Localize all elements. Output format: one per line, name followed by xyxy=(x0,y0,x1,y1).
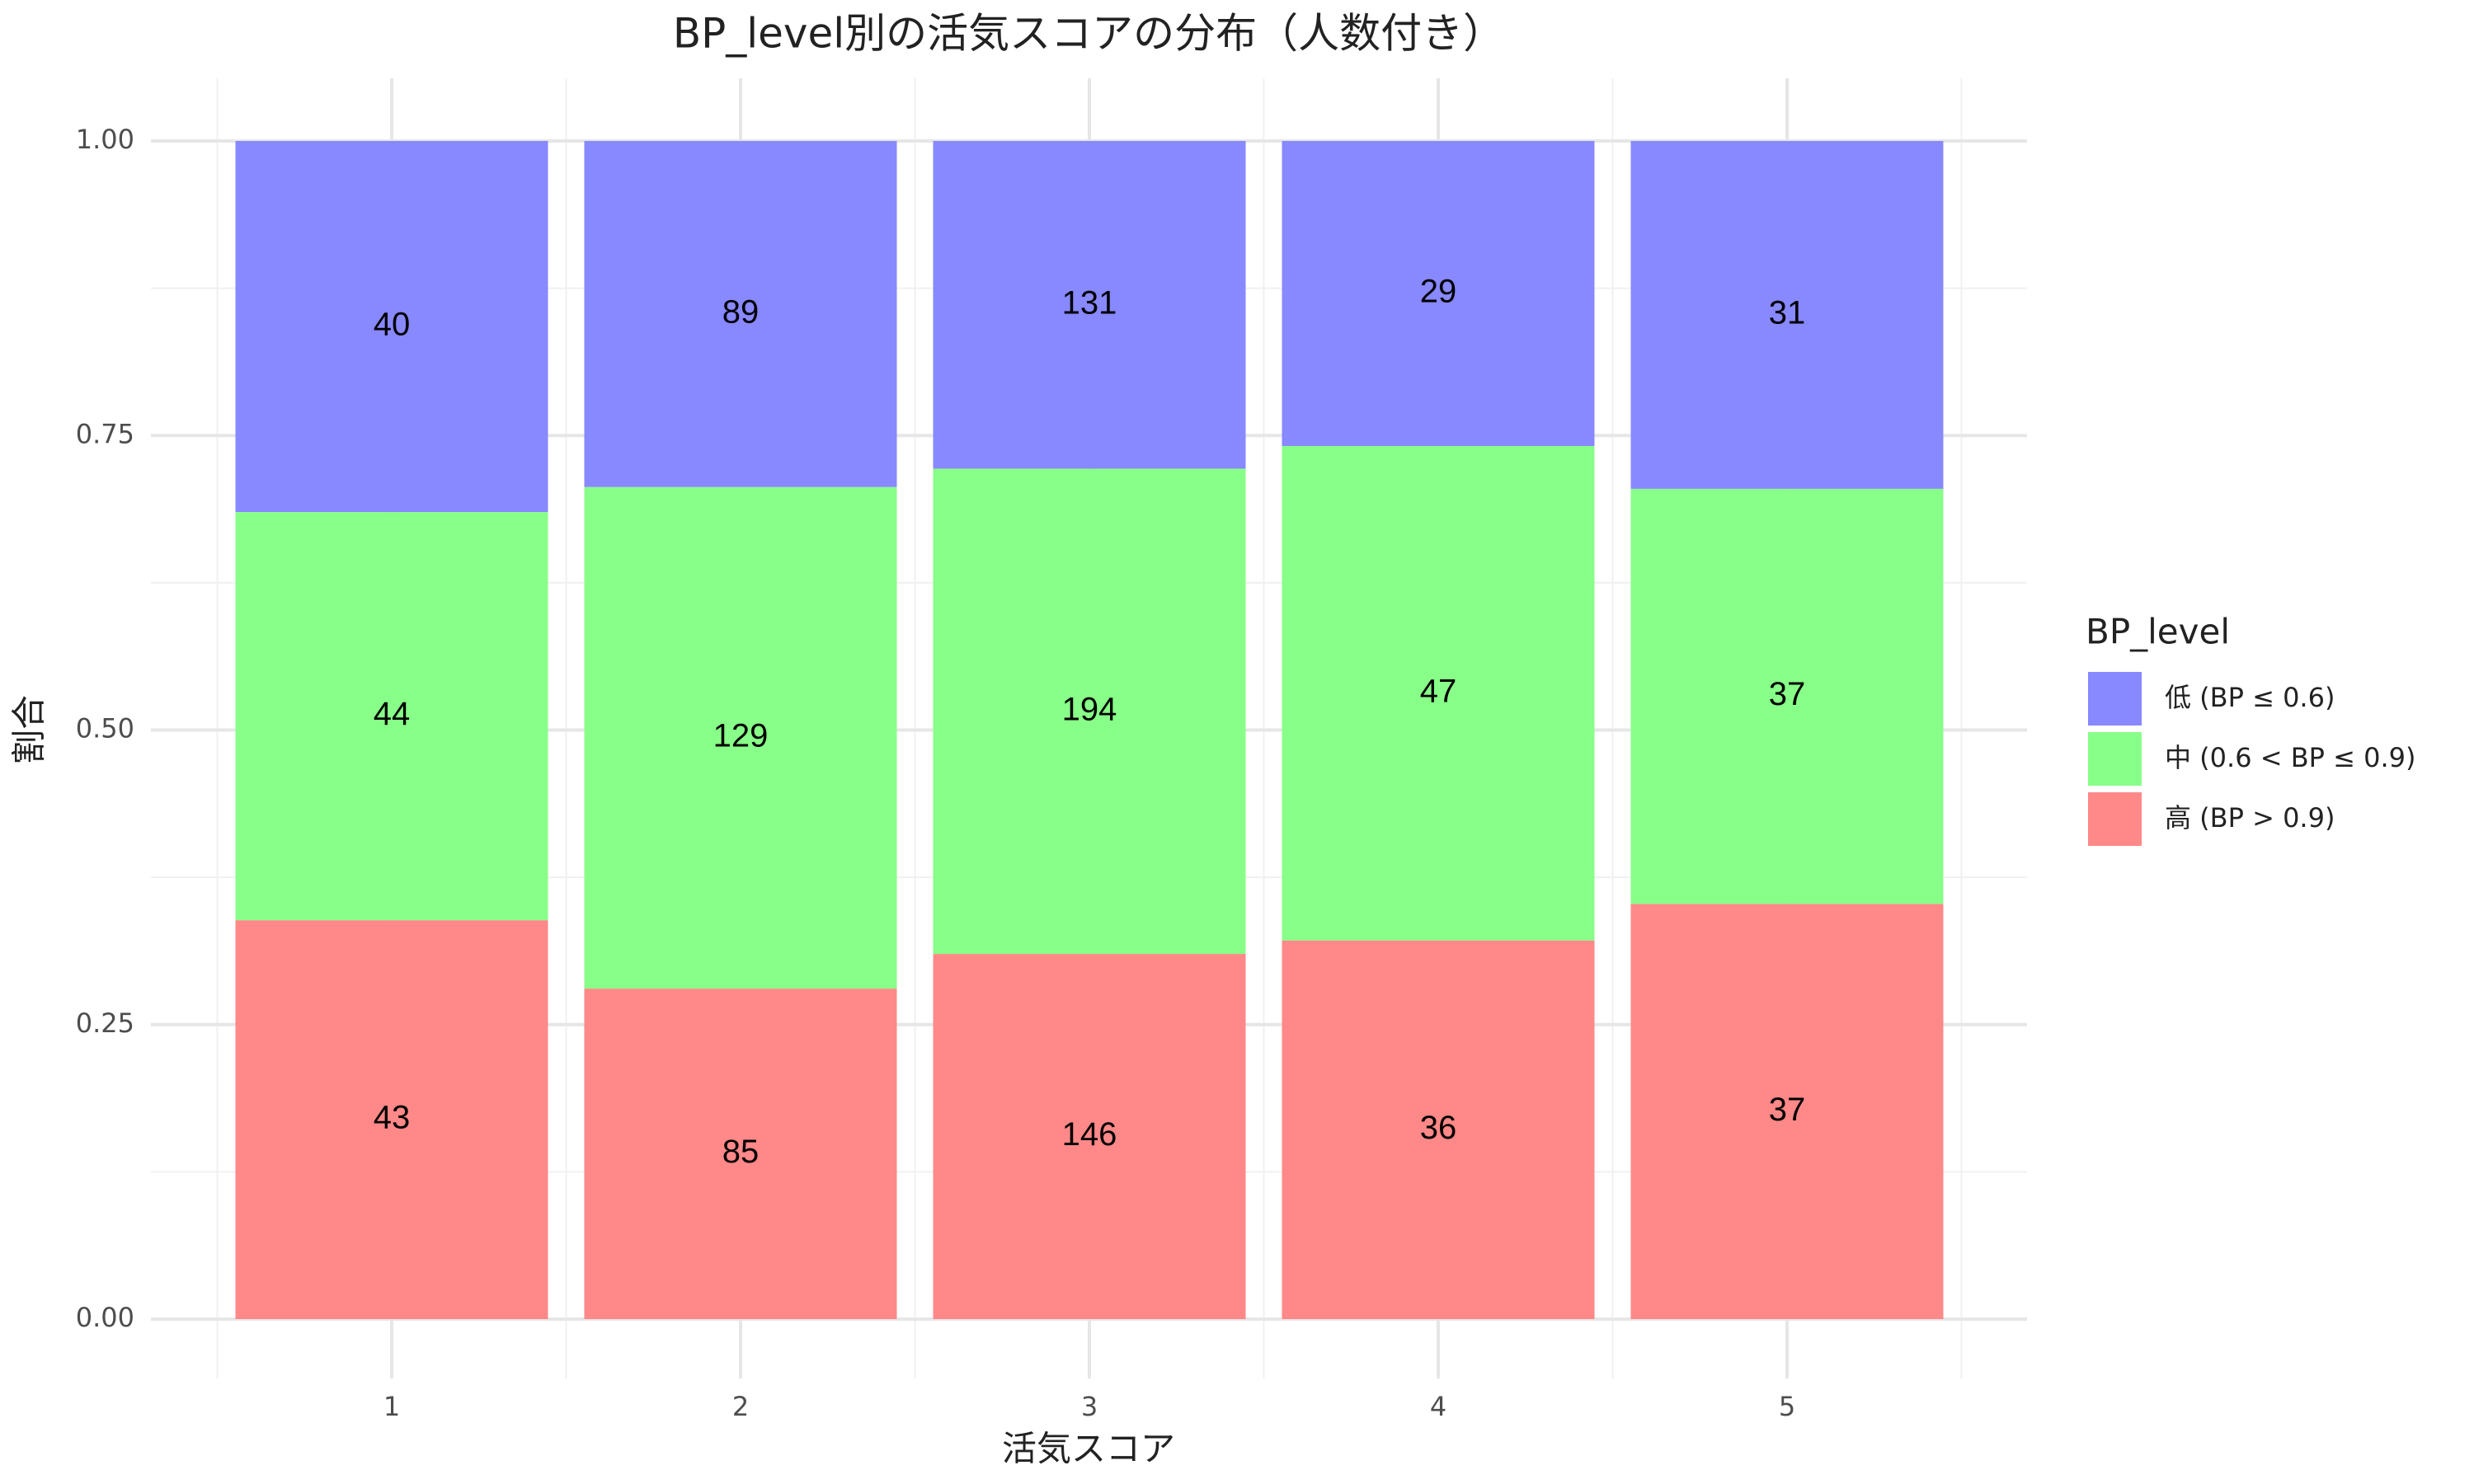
bar-segment xyxy=(933,468,1246,955)
bar-segment xyxy=(1630,488,1944,904)
legend-label: 中 (0.6 < BP ≤ 0.9) xyxy=(2165,742,2416,773)
legend-label: 高 (BP > 0.9) xyxy=(2165,802,2335,834)
bar-segment xyxy=(933,141,1246,469)
legend-title: BP_level xyxy=(2086,612,2230,652)
data-label: 36 xyxy=(1420,1110,1457,1146)
legend-key xyxy=(2088,732,2142,786)
data-label: 31 xyxy=(1769,295,1806,331)
bar-segment xyxy=(933,954,1246,1319)
data-label: 40 xyxy=(374,307,411,343)
x-tick-label: 5 xyxy=(1779,1391,1795,1422)
data-label: 43 xyxy=(374,1100,411,1136)
data-label: 194 xyxy=(1062,691,1117,727)
y-tick-label: 0.00 xyxy=(76,1302,134,1333)
data-label: 47 xyxy=(1420,673,1457,709)
data-label: 37 xyxy=(1769,1092,1806,1128)
y-tick-label: 1.00 xyxy=(76,124,134,155)
data-label: 29 xyxy=(1420,274,1457,310)
data-label: 129 xyxy=(713,717,769,754)
legend-label: 低 (BP ≤ 0.6) xyxy=(2165,682,2335,713)
data-label: 131 xyxy=(1062,284,1117,321)
bar-segment xyxy=(235,920,548,1319)
data-label: 89 xyxy=(722,294,760,330)
bar-segment xyxy=(235,141,548,513)
legend-key xyxy=(2088,792,2142,846)
data-label: 37 xyxy=(1769,676,1806,712)
x-axis-title: 活気スコア xyxy=(1002,1429,1175,1469)
y-axis-title: 割合 xyxy=(9,695,49,764)
data-label: 44 xyxy=(374,696,411,732)
chart-title: BP_level別の活気スコアの分布（人数付き） xyxy=(673,10,1504,58)
bar-segment xyxy=(584,141,897,487)
x-tick-label: 1 xyxy=(383,1391,400,1422)
bar-segment xyxy=(235,512,548,921)
legend-key xyxy=(2088,672,2142,726)
x-tick-label: 2 xyxy=(732,1391,749,1422)
y-tick-label: 0.75 xyxy=(76,418,134,449)
bar-segment xyxy=(584,486,897,989)
x-tick-label: 4 xyxy=(1430,1391,1446,1422)
y-tick-label: 0.25 xyxy=(76,1007,134,1039)
bar-segment xyxy=(1630,141,1944,489)
bar-segment xyxy=(584,989,897,1319)
bar-segment xyxy=(1630,904,1944,1319)
bar-segment xyxy=(1282,940,1595,1319)
data-label: 146 xyxy=(1062,1116,1117,1153)
data-label: 85 xyxy=(722,1134,760,1170)
x-tick-label: 3 xyxy=(1081,1391,1098,1422)
bar-segment xyxy=(1282,141,1595,447)
y-tick-label: 0.50 xyxy=(76,713,134,744)
bar-segment xyxy=(1282,446,1595,941)
